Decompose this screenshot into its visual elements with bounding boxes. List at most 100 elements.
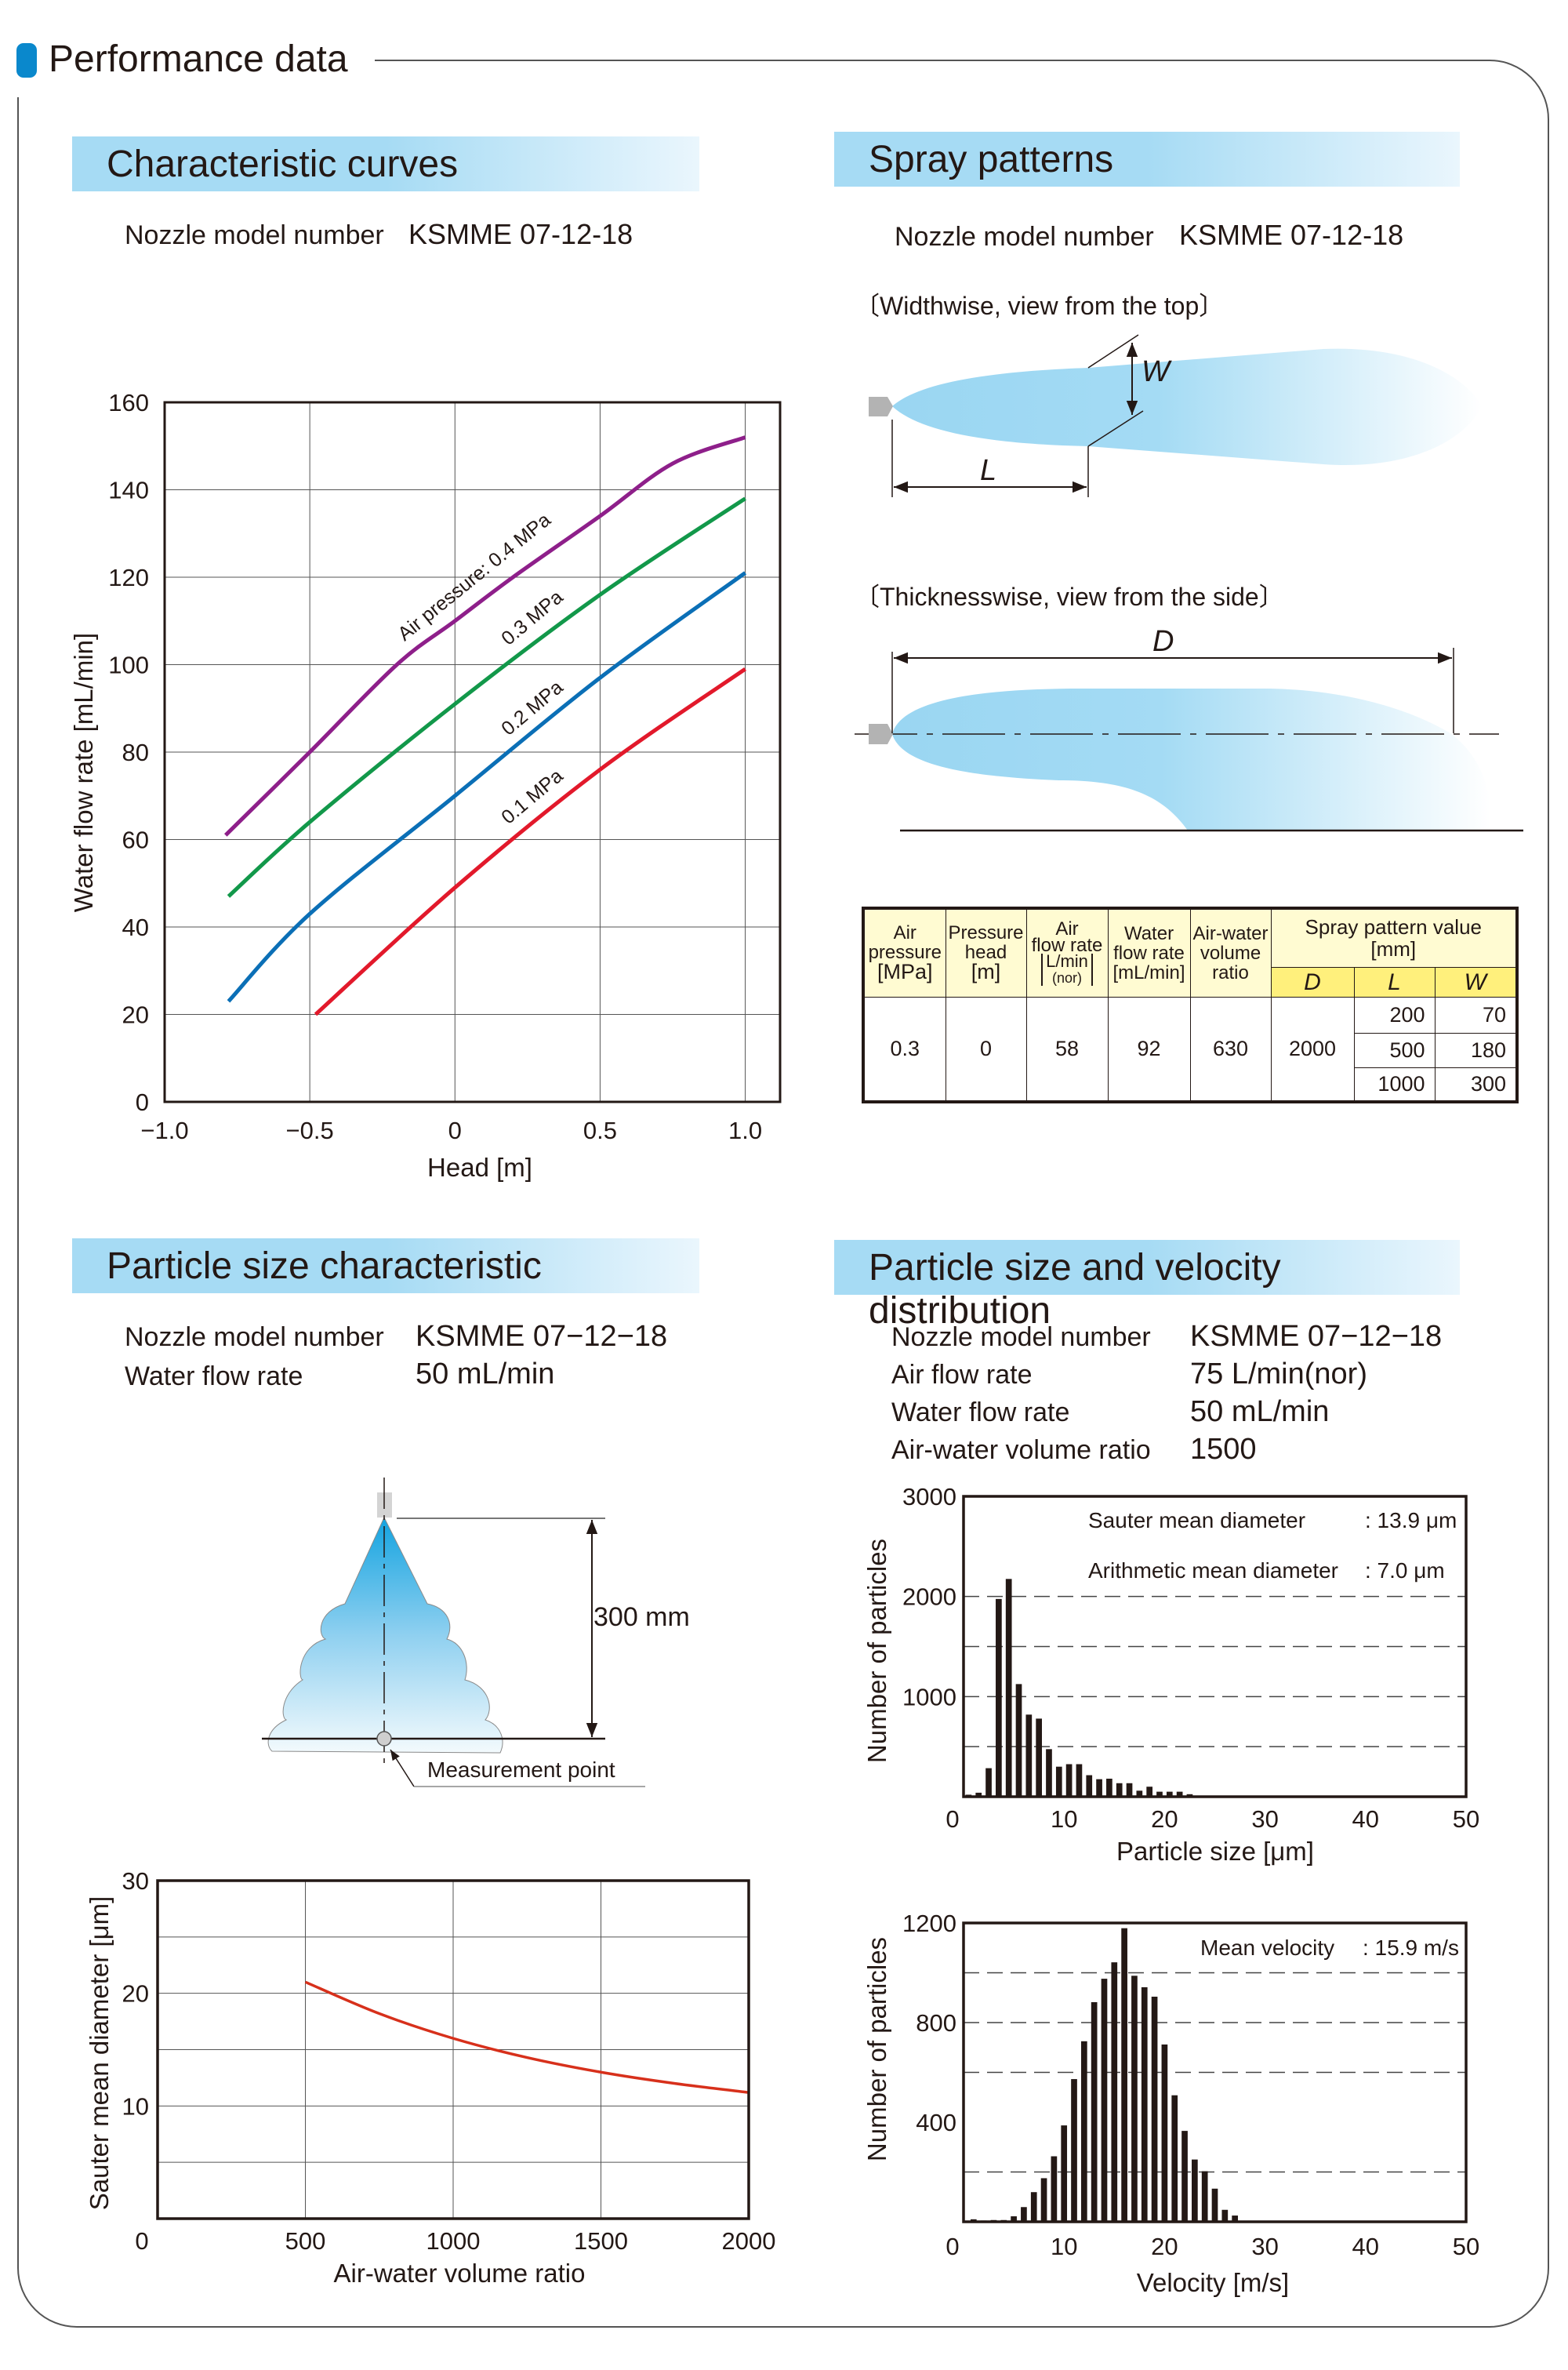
histogram-bar [1021, 2207, 1027, 2222]
x-tick-label: 0 [448, 1117, 462, 1144]
plot-frame [156, 1879, 750, 2220]
x-tick-label: 10 [1051, 1805, 1077, 1833]
text-label: flow rate [1113, 942, 1185, 964]
histogram-bar [1151, 1996, 1158, 2222]
y-tick-label: 1200 [902, 1910, 956, 1937]
histogram-bar [1111, 1962, 1118, 2222]
histogram-bar [1192, 2159, 1198, 2222]
histogram-bar [1161, 2044, 1168, 2222]
header-d: D [1270, 966, 1355, 998]
x-tick-label: 500 [285, 2227, 326, 2255]
header-air-pressure: Air pressure [MPa] [862, 907, 946, 998]
x-axis-title: Air-water volume ratio [334, 2259, 586, 2288]
text-label: [mm] [1370, 937, 1417, 961]
y-tick-label: 140 [108, 477, 149, 504]
info-label: Air-water volume ratio [891, 1435, 1151, 1465]
cell-air-pressure: 0.3 [862, 996, 946, 1103]
histogram-bar [985, 1768, 992, 1797]
nozzle-model-value: KSMME 07−12−18 [416, 1320, 668, 1353]
x-tick-label: 0 [946, 1805, 959, 1833]
cell-water-flow: 92 [1107, 996, 1191, 1103]
x-tick-label: 10 [1051, 2233, 1077, 2260]
histogram-bar [1181, 2131, 1188, 2222]
water-flow-value: 50 mL/min [416, 1358, 555, 1390]
spray-pattern-table: Air pressure [MPa] Pressure head [m] Air flow… [862, 907, 1519, 1103]
cell-l: 1000 [1353, 1067, 1436, 1103]
histogram-bar [1211, 2188, 1218, 2222]
histogram-bar [1055, 1766, 1062, 1797]
histogram-bar [1061, 2125, 1068, 2222]
histogram-bar [1011, 2216, 1017, 2222]
info-value: 75 L/min(nor) [1190, 1358, 1367, 1390]
histogram-bar [1201, 2171, 1208, 2222]
x-axis-title: Particle size [μm] [1116, 1837, 1314, 1866]
cell-l: 200 [1353, 996, 1436, 1034]
cell-l: 500 [1353, 1032, 1436, 1068]
histogram-bar [1171, 2095, 1178, 2222]
plot-frame [163, 401, 782, 1103]
x-tick-label: 50 [1453, 2233, 1479, 2260]
l-label: L [980, 454, 996, 487]
section-title: Particle size characteristic [107, 1245, 542, 1287]
histogram-bar [1221, 2209, 1229, 2222]
text-label: pressure [868, 942, 942, 964]
plot-frame [962, 1921, 1468, 2223]
thicknesswise-diagram: D [855, 625, 1523, 832]
thicknesswise-caption: 〔Thicknesswise, view from the side〕 [855, 583, 1284, 611]
histogram-bar [1076, 1764, 1083, 1797]
widthwise-diagram: W L [869, 334, 1482, 497]
cell-ratio: 630 [1189, 996, 1272, 1103]
histogram-bar [1106, 1779, 1112, 1797]
y-axis-title: Number of particles [862, 1539, 891, 1763]
histogram-bar [1005, 1579, 1012, 1797]
annotation-value: : 7.0 μm [1365, 1558, 1445, 1583]
measurement-point-label: Measurement point [427, 1758, 615, 1782]
header-pressure-head: Pressure head [m] [945, 907, 1027, 998]
y-tick-label: 2000 [902, 1583, 956, 1611]
info-value: 1500 [1190, 1433, 1257, 1466]
x-tick-label: 1500 [574, 2227, 628, 2255]
nozzle-model-value: KSMME 07-12-18 [1179, 219, 1404, 251]
text-label: Air [1055, 918, 1079, 940]
section-title: Spray patterns [869, 139, 1114, 180]
series-label: 0.1 MPa [497, 765, 567, 828]
histogram-bar [1091, 2001, 1098, 2222]
text-label: Air [893, 922, 916, 944]
histogram-bar [1131, 1976, 1138, 2222]
series-label: 0.3 MPa [497, 586, 567, 649]
x-axis-title: Velocity [m/s] [1137, 2268, 1289, 2297]
header-w: W [1434, 966, 1518, 998]
water-flow-label: Water flow rate [125, 1361, 303, 1391]
text-label: L/min [1046, 951, 1088, 971]
y-axis-title: Number of particles [862, 1937, 891, 2161]
cell-d: 2000 [1270, 996, 1355, 1103]
histogram-bar [1071, 2079, 1077, 2222]
x-tick-label: 50 [1453, 1805, 1479, 1833]
x-tick-label: 40 [1352, 1805, 1379, 1833]
histogram-bar [1101, 1979, 1108, 2222]
histogram-bar [1121, 1928, 1127, 2222]
x-tick-label: 40 [1352, 2233, 1379, 2260]
cell-w: 300 [1434, 1067, 1518, 1103]
y-axis-title: Sauter mean diameter [μm] [85, 1896, 114, 2211]
series-line [314, 667, 746, 1016]
spray-plume-top-view [892, 348, 1482, 466]
series-line [304, 1980, 750, 2094]
y-tick-label: 30 [122, 1867, 149, 1895]
x-tick-label: 0.5 [583, 1117, 617, 1144]
y-tick-label: 20 [122, 1001, 149, 1029]
section-header-characteristic: Characteristic curves [72, 136, 699, 191]
section-title: Particle size and velocity distribution [869, 1247, 1281, 1332]
d-label: D [1152, 625, 1174, 658]
cell-w: 180 [1434, 1032, 1518, 1068]
x-tick-label: 30 [1251, 1805, 1278, 1833]
table-row: 1000 300 [863, 1067, 1518, 1103]
x-axis-title: Head [m] [427, 1153, 532, 1182]
y-tick-label: 60 [122, 827, 149, 854]
histogram-bar [1176, 1791, 1183, 1797]
histogram-bar [1126, 1783, 1133, 1797]
annotation-value: : 13.9 μm [1365, 1508, 1457, 1532]
